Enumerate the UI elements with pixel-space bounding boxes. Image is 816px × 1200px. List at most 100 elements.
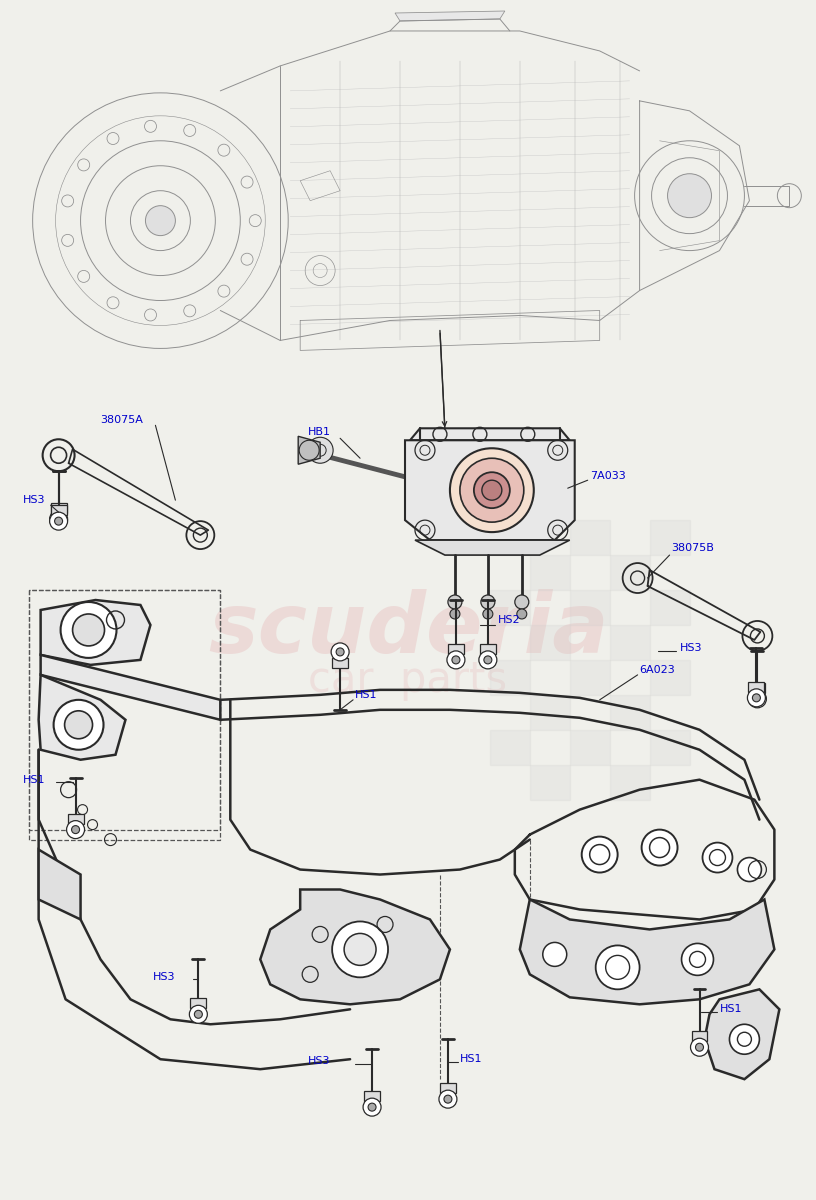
Circle shape	[517, 608, 527, 619]
Text: HS3: HS3	[153, 972, 175, 983]
Polygon shape	[691, 1031, 707, 1042]
Polygon shape	[51, 505, 67, 515]
Bar	[650, 520, 690, 556]
Circle shape	[667, 174, 712, 217]
Bar	[610, 764, 650, 799]
Polygon shape	[332, 658, 348, 668]
Circle shape	[54, 700, 104, 750]
Circle shape	[332, 922, 388, 977]
Circle shape	[452, 656, 460, 664]
Circle shape	[444, 1096, 452, 1103]
Polygon shape	[415, 540, 570, 556]
Circle shape	[450, 608, 460, 619]
Polygon shape	[38, 850, 81, 919]
Bar	[490, 590, 530, 625]
Circle shape	[752, 694, 761, 702]
Bar	[650, 660, 690, 695]
Circle shape	[189, 1006, 207, 1024]
Circle shape	[73, 614, 104, 646]
Circle shape	[450, 449, 534, 532]
Text: car  parts: car parts	[308, 659, 508, 701]
Polygon shape	[260, 889, 450, 1004]
Polygon shape	[190, 998, 206, 1008]
Circle shape	[474, 473, 510, 508]
Polygon shape	[364, 1091, 380, 1102]
Circle shape	[596, 946, 640, 989]
Polygon shape	[41, 655, 220, 720]
Text: scuderia: scuderia	[208, 589, 608, 671]
Text: HS3: HS3	[23, 496, 45, 505]
Polygon shape	[68, 814, 83, 823]
Text: HS1: HS1	[460, 1055, 482, 1064]
Circle shape	[481, 595, 494, 608]
Circle shape	[55, 517, 63, 526]
Bar	[570, 520, 610, 556]
Polygon shape	[748, 682, 765, 692]
Polygon shape	[480, 644, 496, 654]
Circle shape	[145, 205, 175, 235]
Polygon shape	[440, 1084, 456, 1093]
Circle shape	[730, 1025, 760, 1055]
Bar	[530, 556, 570, 590]
Circle shape	[439, 1090, 457, 1108]
Polygon shape	[41, 600, 150, 665]
Text: HS1: HS1	[23, 775, 45, 785]
Circle shape	[55, 515, 63, 523]
Text: 6A023: 6A023	[640, 665, 676, 674]
Circle shape	[543, 942, 567, 966]
Bar	[610, 695, 650, 730]
Circle shape	[483, 608, 493, 619]
Polygon shape	[51, 503, 67, 514]
Circle shape	[479, 650, 497, 668]
Bar	[490, 660, 530, 695]
Circle shape	[460, 458, 524, 522]
Text: 38075B: 38075B	[672, 544, 715, 553]
Text: HS3: HS3	[680, 643, 702, 653]
Circle shape	[482, 480, 502, 500]
Circle shape	[747, 689, 765, 707]
Text: HS3: HS3	[308, 1056, 330, 1067]
Text: 7A033: 7A033	[590, 472, 625, 481]
Text: HB1: HB1	[308, 427, 331, 437]
Polygon shape	[38, 674, 126, 760]
Bar	[650, 730, 690, 764]
Circle shape	[753, 695, 761, 703]
Circle shape	[60, 602, 117, 658]
Bar	[570, 660, 610, 695]
Circle shape	[363, 1098, 381, 1116]
Polygon shape	[298, 437, 320, 464]
Polygon shape	[704, 989, 779, 1079]
Circle shape	[368, 1103, 376, 1111]
Circle shape	[50, 510, 68, 528]
Polygon shape	[410, 428, 570, 440]
Bar	[570, 730, 610, 764]
Polygon shape	[405, 440, 574, 540]
Polygon shape	[749, 683, 765, 692]
Polygon shape	[520, 900, 774, 1004]
Circle shape	[336, 648, 344, 656]
Circle shape	[72, 826, 79, 834]
Circle shape	[307, 437, 333, 463]
Bar	[650, 590, 690, 625]
Circle shape	[681, 943, 713, 976]
Bar	[490, 730, 530, 764]
Bar	[530, 625, 570, 660]
Text: HS1: HS1	[355, 690, 378, 700]
Circle shape	[582, 836, 618, 872]
Circle shape	[484, 656, 492, 664]
Polygon shape	[448, 644, 464, 654]
Bar	[530, 695, 570, 730]
Circle shape	[331, 643, 349, 661]
Text: HS2: HS2	[498, 614, 521, 625]
Circle shape	[64, 710, 92, 739]
Circle shape	[515, 595, 529, 608]
Circle shape	[690, 1038, 708, 1056]
Circle shape	[703, 842, 733, 872]
Circle shape	[194, 1010, 202, 1019]
Text: HS1: HS1	[720, 1004, 742, 1014]
Circle shape	[344, 934, 376, 965]
Bar	[490, 520, 530, 556]
Circle shape	[448, 595, 462, 608]
Bar	[530, 764, 570, 799]
Bar	[610, 625, 650, 660]
